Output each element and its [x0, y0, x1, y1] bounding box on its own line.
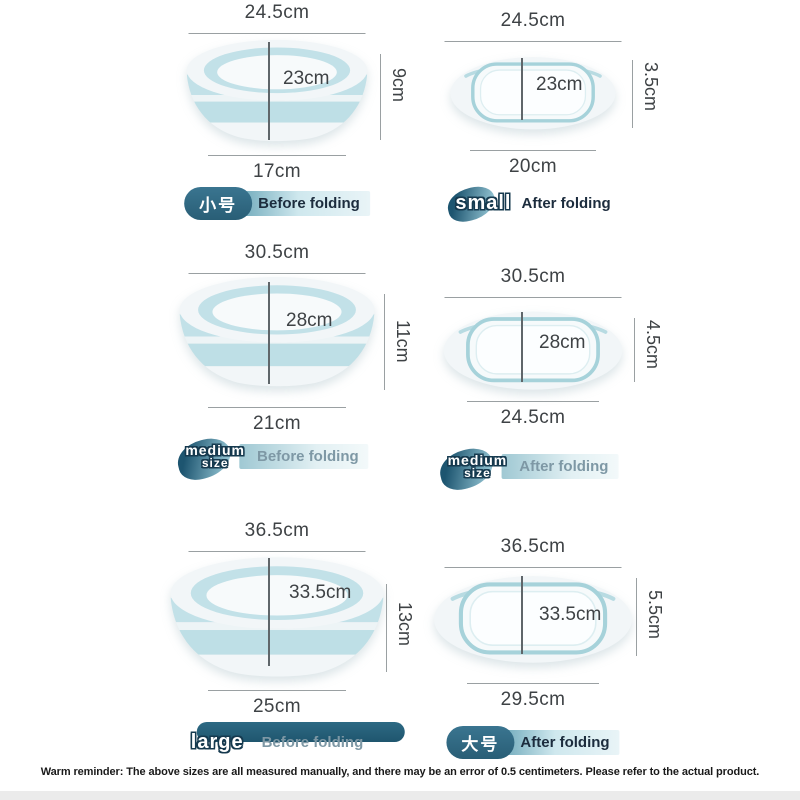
top-width-line: [188, 33, 366, 34]
folded-basin-graphic: [450, 57, 616, 130]
top-width-line: [188, 551, 366, 552]
inner-length-label: 33.5cm: [539, 604, 602, 625]
folded-basin-image: [430, 570, 636, 667]
open-basin-graphic: [186, 39, 368, 142]
bottom-width-label: 25cm: [252, 696, 302, 717]
bottom-width-label: 20cm: [508, 156, 558, 177]
top-width-label: 30.5cm: [500, 266, 566, 287]
side-height-line: [631, 60, 633, 128]
top-width-label: 24.5cm: [244, 2, 310, 23]
folded-basin-image: [447, 52, 619, 133]
bottom-width-line: [467, 401, 599, 402]
fold-state-strip: After folding: [502, 730, 620, 755]
inner-length-line: [521, 576, 523, 654]
size-badge: medium size: [173, 434, 246, 484]
bottom-width-line: [208, 155, 346, 156]
panel-small-before: 24.5cm 23cm 9cm 17cm 小号 Before folding: [127, 2, 427, 244]
panel-large-after: 36.5cm 33.5cm 5.5cm 29.5cm 大号 After fold…: [383, 536, 683, 778]
side-height-label: 11cm: [393, 320, 413, 363]
size-badge-label: 小号: [199, 196, 238, 215]
size-badge-label: 大号: [461, 735, 500, 754]
top-width-line: [188, 273, 366, 274]
inner-length-label: 33.5cm: [289, 582, 352, 603]
size-badge-label-line2: size: [464, 466, 491, 480]
inner-length-label: 28cm: [539, 332, 586, 353]
bottom-width-line: [470, 150, 596, 151]
bottom-width-line: [467, 683, 599, 684]
size-badge-label-line1: medium: [185, 442, 246, 458]
inner-length-line: [268, 282, 270, 384]
top-width-label: 30.5cm: [244, 242, 310, 263]
fold-state-label: Before folding: [261, 734, 364, 751]
side-height-line: [635, 578, 637, 656]
size-badge: 小号: [184, 187, 253, 220]
top-width-line: [444, 297, 622, 298]
panel-medium-before: 30.5cm 28cm 11cm 21cm medium size Before…: [127, 242, 427, 484]
inner-length-label: 23cm: [283, 68, 330, 89]
badge-row: small After folding: [444, 182, 611, 226]
warm-reminder-text: Warm reminder: The above sizes are all m…: [40, 766, 760, 778]
fold-state-strip: After folding: [501, 453, 619, 479]
badge-row: medium size Before folding: [173, 434, 369, 484]
open-basin-image: [175, 275, 380, 390]
bottom-width-label: 21cm: [252, 413, 302, 434]
inner-length-line: [268, 558, 270, 666]
side-height-line: [383, 294, 385, 390]
size-badge-label-line2: size: [201, 456, 229, 470]
bottom-width-line: [208, 407, 346, 408]
inner-length-label: 23cm: [536, 74, 583, 95]
size-badge: small: [444, 182, 512, 226]
inner-length-line: [268, 42, 270, 140]
badge-row: large Before folding: [190, 722, 405, 754]
bottom-width-line: [208, 690, 346, 691]
fold-state-label: Before folding: [258, 195, 360, 212]
badge-row: medium size After folding: [435, 444, 619, 494]
size-badge-label-line1: medium: [447, 452, 508, 468]
bottom-width-label: 29.5cm: [500, 689, 566, 710]
open-basin-graphic: [170, 557, 384, 677]
side-height-line: [633, 318, 635, 382]
top-width-label: 24.5cm: [500, 10, 566, 31]
folded-basin-image: [440, 306, 626, 393]
side-height-line: [379, 54, 381, 140]
side-height-label: 9cm: [389, 68, 409, 103]
folded-basin-graphic: [443, 311, 623, 390]
bottom-width-label: 17cm: [252, 161, 302, 182]
badge-row: 大号 After folding: [446, 726, 620, 759]
fold-state-label: After folding: [519, 457, 609, 475]
size-badge: 大号: [446, 726, 515, 759]
open-basin-graphic: [179, 277, 375, 387]
side-height-label: 5.5cm: [645, 590, 665, 640]
folded-basin-graphic: [434, 576, 632, 663]
inner-length-line: [521, 312, 523, 382]
top-width-label: 36.5cm: [244, 520, 310, 541]
inner-length-label: 28cm: [286, 310, 333, 331]
side-height-label: 3.5cm: [641, 62, 661, 112]
open-basin-image: [165, 555, 389, 680]
badge-row: 小号 Before folding: [184, 187, 370, 220]
open-basin-image: [182, 38, 372, 144]
bottom-width-label: 24.5cm: [500, 407, 566, 428]
panel-small-after: 24.5cm 23cm 3.5cm 20cm small After foldi…: [383, 10, 683, 252]
side-height-label: 4.5cm: [643, 320, 663, 370]
top-width-label: 36.5cm: [500, 536, 566, 557]
panel-medium-after: 30.5cm 28cm 4.5cm 24.5cm medium size Aft…: [383, 266, 683, 508]
top-width-line: [444, 41, 622, 42]
size-badge-label: small: [455, 192, 512, 214]
fold-state-label: Before folding: [257, 447, 359, 465]
fold-state-strip: Before folding: [239, 443, 369, 469]
badge-bar-shape: [196, 722, 405, 742]
side-height-label: 13cm: [395, 602, 415, 647]
fold-state-strip: Before folding: [240, 191, 370, 216]
side-height-line: [385, 584, 387, 672]
panel-large-before: 36.5cm 33.5cm 13cm 25cm large Before fol…: [127, 520, 427, 762]
inner-length-line: [521, 58, 523, 120]
bottom-crop-band: [0, 791, 800, 800]
size-badge: medium size: [435, 444, 508, 494]
fold-state-label: After folding: [521, 195, 611, 212]
size-badge-label: large: [190, 731, 244, 753]
top-width-line: [444, 567, 622, 568]
fold-state-label: After folding: [520, 734, 610, 751]
